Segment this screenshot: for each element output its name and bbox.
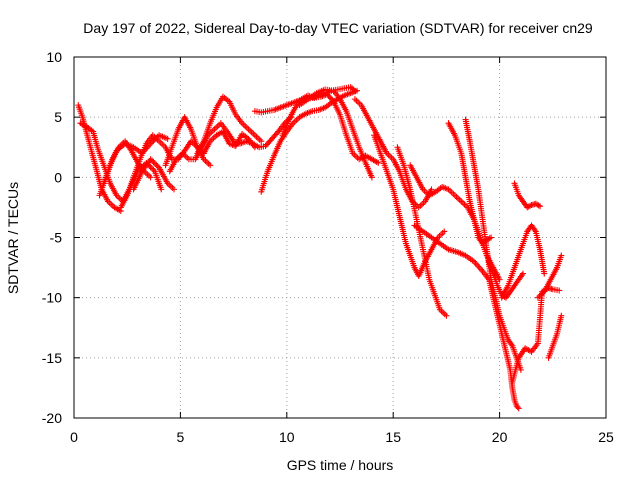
- data-point: [164, 135, 171, 142]
- y-tick-label: -15: [42, 350, 62, 366]
- data-point: [149, 165, 156, 172]
- data-point: [150, 159, 157, 166]
- data-point: [262, 143, 269, 150]
- data-point: [441, 228, 448, 235]
- data-point: [274, 130, 281, 137]
- series-track-01: [75, 102, 124, 215]
- data-point: [428, 186, 435, 193]
- data-point: [326, 94, 333, 101]
- series-track-18: [407, 162, 503, 283]
- data-point: [147, 174, 154, 181]
- series-track-27: [545, 312, 565, 361]
- x-tick-label: 15: [385, 429, 401, 445]
- data-point: [149, 157, 156, 164]
- y-tick-label: 5: [54, 109, 62, 125]
- series-track-14: [296, 86, 375, 181]
- chart-title: Day 197 of 2022, Sidereal Day-to-day VTE…: [83, 20, 593, 36]
- data-point: [266, 138, 273, 145]
- series-track-23: [498, 222, 548, 301]
- x-axis-label: GPS time / hours: [287, 457, 394, 473]
- data-point: [147, 164, 154, 171]
- x-tick-label: 20: [492, 429, 508, 445]
- series-track-20: [445, 120, 495, 247]
- data-point: [515, 405, 522, 412]
- data-point: [443, 312, 450, 319]
- series-track-21: [462, 116, 524, 373]
- data-point: [258, 138, 265, 145]
- data-point: [147, 156, 154, 163]
- series-track-06: [130, 156, 178, 193]
- data-point: [514, 404, 521, 411]
- y-tick-label: 10: [46, 49, 62, 65]
- data-point: [556, 287, 563, 294]
- data-point: [329, 97, 336, 104]
- data-point: [527, 202, 534, 209]
- data-point: [171, 186, 178, 193]
- data-point: [328, 95, 335, 102]
- data-point: [268, 135, 275, 142]
- marks-layer: [75, 84, 565, 412]
- data-point: [541, 270, 548, 277]
- data-point: [537, 203, 544, 210]
- x-tick-label: 10: [279, 429, 295, 445]
- data-point: [325, 92, 332, 99]
- data-point: [267, 137, 274, 144]
- data-point: [558, 252, 565, 259]
- x-tick-label: 5: [177, 429, 185, 445]
- data-point: [535, 202, 542, 209]
- x-tick-label: 0: [70, 429, 78, 445]
- data-point: [263, 141, 270, 148]
- data-point: [158, 186, 165, 193]
- series-track-22: [511, 180, 544, 211]
- y-tick-label: -10: [42, 290, 62, 306]
- data-point: [154, 163, 161, 170]
- series-track-25: [509, 285, 563, 385]
- data-point: [354, 87, 361, 94]
- data-point: [265, 140, 272, 147]
- data-point: [517, 366, 524, 373]
- data-point: [251, 144, 258, 151]
- x-tick-label: 25: [598, 429, 614, 445]
- ticks-layer: 0 5 10 15 20 25 -20 -15 -10 -5 0 5 10: [42, 49, 614, 445]
- data-point: [375, 159, 382, 166]
- series-track-07: [162, 114, 214, 169]
- series-track-09: [194, 93, 265, 157]
- data-point: [153, 161, 160, 168]
- series-track-26: [534, 252, 565, 301]
- series-track-10: [200, 128, 258, 157]
- data-point: [207, 162, 214, 169]
- data-point: [270, 134, 277, 141]
- data-point: [150, 166, 157, 173]
- data-point: [272, 131, 279, 138]
- data-point: [488, 234, 495, 241]
- y-tick-label: -20: [42, 410, 62, 426]
- series-track-24: [485, 258, 527, 301]
- y-tick-label: -5: [50, 230, 63, 246]
- data-point: [151, 160, 158, 167]
- y-tick-label: 0: [54, 169, 62, 185]
- y-axis-label: SDTVAR / TECUs: [5, 182, 21, 294]
- data-point: [520, 270, 527, 277]
- data-point: [368, 174, 375, 181]
- data-point: [271, 132, 278, 139]
- series-track-04: [100, 132, 171, 187]
- data-point: [558, 312, 565, 319]
- series-track-16: [371, 132, 448, 280]
